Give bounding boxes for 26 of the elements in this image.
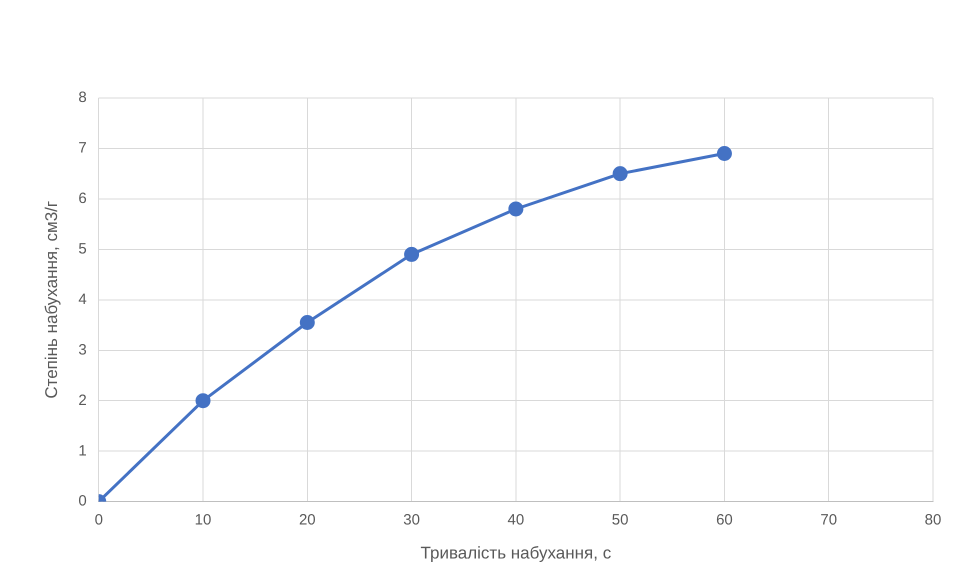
point — [612, 166, 628, 182]
x-tick-label: 10 — [194, 512, 212, 529]
x-tick-label: 60 — [716, 512, 733, 529]
x-tick-label: 80 — [924, 512, 942, 529]
y-tick-label: 1 — [78, 442, 87, 460]
y-tick-label: 5 — [78, 240, 87, 258]
y-tick-label: 2 — [78, 392, 87, 409]
x-tick-label: 70 — [820, 512, 838, 529]
y-tick-label: 0 — [78, 492, 87, 510]
point — [300, 315, 315, 330]
y-tick-label: 6 — [78, 190, 87, 208]
y-axis-title: Степінь набухання, см3/г — [42, 200, 61, 399]
x-axis-title: Тривалість набухання, с — [420, 543, 612, 562]
x-tick-label: 20 — [298, 512, 316, 529]
x-tick-label: 30 — [403, 512, 420, 529]
point — [196, 393, 211, 408]
x-tick-label: 0 — [94, 512, 103, 529]
y-tick-label: 4 — [78, 290, 87, 308]
point — [404, 246, 420, 262]
y-tick-label: 8 — [78, 89, 87, 106]
point — [716, 146, 732, 161]
x-tick-label: 40 — [508, 512, 524, 529]
y-tick-label: 3 — [78, 341, 87, 358]
x-tick-label: 50 — [612, 512, 628, 529]
point — [508, 201, 524, 216]
y-tick-label: 7 — [78, 140, 87, 157]
